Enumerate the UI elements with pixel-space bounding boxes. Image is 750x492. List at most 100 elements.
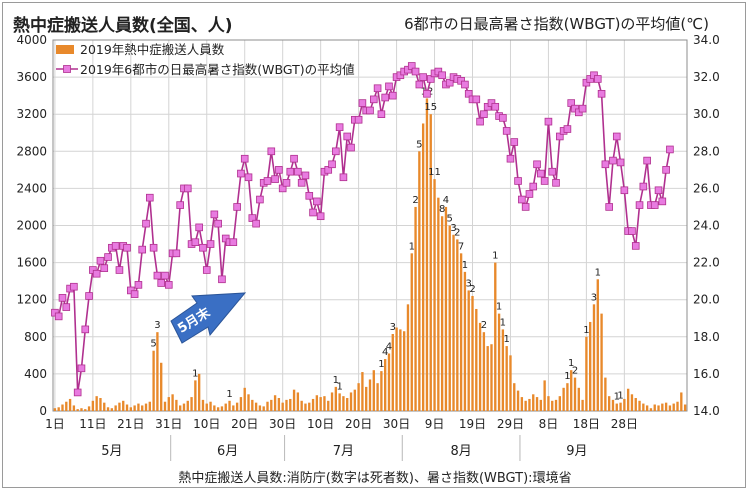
bar [87,406,91,411]
bar [501,329,505,411]
bar [547,396,550,411]
bar [179,405,182,411]
bar [672,403,675,411]
bar [122,400,125,411]
line-point [502,127,511,135]
bar [194,380,197,411]
bar [410,253,413,411]
bar-data-label: 1 [226,389,232,400]
bar [414,206,417,411]
line-point [157,279,165,287]
y-left-tick-label: 4000 [16,33,47,47]
bar [372,370,375,411]
line-point [415,80,424,89]
line-point [73,388,82,397]
bar [137,403,140,411]
bar [129,407,133,411]
line-point [229,238,238,246]
x-tick-label: 31日 [155,417,182,431]
x-tick-label: 30日 [269,417,296,431]
line-point [153,271,162,280]
bar [224,403,227,411]
bar [304,403,307,411]
bar [452,234,455,411]
bar [513,383,516,411]
bar [384,359,387,411]
line-point [593,75,602,83]
line-point [115,266,124,274]
line-point [252,219,260,228]
line-point [62,303,71,311]
bar [262,406,265,411]
bar [239,397,243,411]
y-left-tick-label: 1600 [16,256,47,270]
bar [319,397,322,411]
bar [95,396,98,411]
bar [509,355,512,411]
bar [516,390,520,411]
bar [649,408,653,411]
bar-data-label: 4 [443,195,449,206]
line-point [540,177,549,185]
bar [53,408,57,411]
line-point [525,190,534,198]
y-left-tick-label: 3200 [16,107,47,121]
line-point [411,67,420,76]
bar [421,123,425,411]
line-point [130,290,139,298]
bar [440,216,444,411]
bar [205,403,208,411]
line-point [111,242,120,250]
legend-line-marker [63,65,71,73]
line-point [305,192,314,200]
y-left-tick-label: 2800 [16,144,47,158]
line-point [597,89,606,98]
x-tick-label: 10日 [193,417,220,431]
bar [471,295,474,411]
bar-data-label: 4 [382,347,388,358]
line-point [206,240,215,248]
bar [505,346,508,411]
bar [433,179,436,411]
bar [270,399,273,411]
line-point [142,219,150,228]
bar-data-label: 1 [378,359,384,370]
line-point [548,167,557,176]
bar-data-label: 3 [466,278,472,289]
y-right-tick-label: 26.0 [693,181,720,195]
bar [327,400,330,411]
line-point [366,106,374,115]
bar [437,197,440,411]
line-point [183,184,192,193]
line-point [506,154,515,163]
line-point [267,147,276,156]
bar [186,400,189,411]
line-point [419,73,427,81]
bar [539,399,543,411]
bar [391,334,394,411]
bar [402,331,406,411]
line-point [199,243,207,252]
line-point [335,123,344,131]
line-point [658,197,667,206]
bar [148,401,151,411]
line-point [373,84,382,93]
line-point [537,169,545,178]
line-point [309,208,317,217]
bar [160,362,163,411]
bar-data-label: 1 [333,375,339,386]
bar [190,397,193,411]
bar-data-label: 11 [428,167,441,178]
x-tick-label: 18日 [573,417,600,431]
bar-data-label: 3 [450,223,456,234]
y-right-tick-label: 34.0 [693,33,720,47]
bar [57,407,60,411]
bar [216,407,220,411]
line-point [616,158,625,167]
tick-labels: 0 14.0 400 16.0 800 18.0 1200 20.0 1600 22.0 2000 2… [16,33,719,459]
bar [615,403,618,411]
bar [570,370,573,411]
line-point [639,182,648,191]
line-point [347,143,355,152]
